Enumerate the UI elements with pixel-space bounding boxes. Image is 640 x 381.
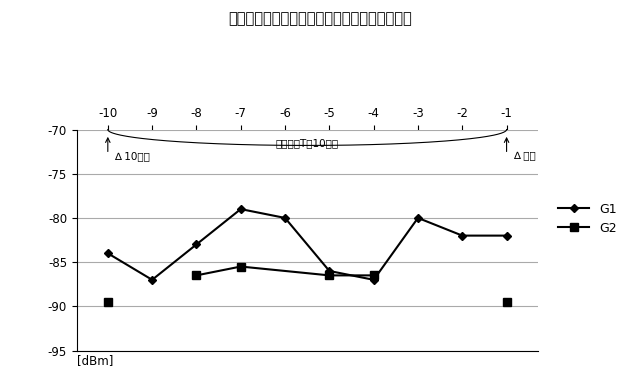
Text: ∆ 現在: ∆ 現在 xyxy=(513,152,536,162)
Text: ∆ 10秒前: ∆ 10秒前 xyxy=(115,152,150,162)
Text: 所定期間T（10秒）: 所定期間T（10秒） xyxy=(276,138,339,148)
Text: [dBm]: [dBm] xyxy=(77,354,113,367)
Text: 電波強度の時系列変化を示す説明図（その２）: 電波強度の時系列変化を示す説明図（その２） xyxy=(228,11,412,26)
Legend: G1, G2: G1, G2 xyxy=(553,198,622,240)
